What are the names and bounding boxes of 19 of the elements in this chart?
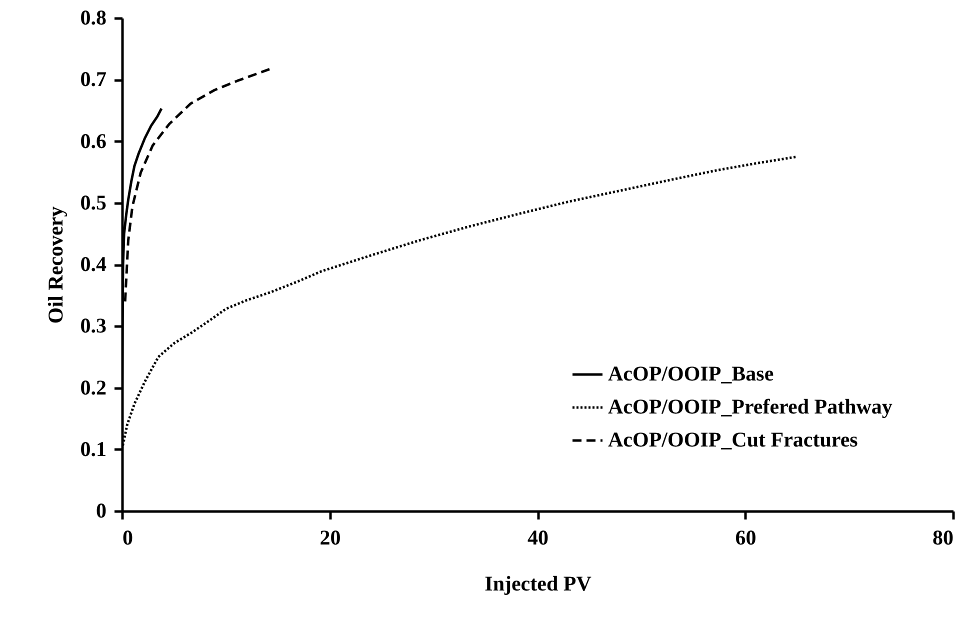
y-tick-label: 0 — [96, 498, 106, 522]
y-tick-label: 0.8 — [80, 6, 106, 30]
legend-label: AcOP/OOIP_Cut Fractures — [608, 428, 858, 452]
y-axis-title: Oil Recovery — [43, 206, 68, 324]
x-tick-label: 40 — [528, 526, 548, 550]
x-axis-title: Injected PV — [484, 572, 592, 596]
legend-label: AcOP/OOIP_Base — [608, 362, 774, 386]
x-tick-label: 60 — [735, 526, 756, 550]
x-tick-label: 80 — [932, 526, 954, 550]
x-tick-label: 20 — [320, 526, 341, 550]
y-tick-label: 0.4 — [80, 252, 107, 276]
y-tick-label: 0.2 — [80, 375, 106, 400]
y-tick-label: 0.5 — [80, 190, 106, 214]
legend-label: AcOP/OOIP_Prefered Pathway — [608, 394, 893, 418]
x-tick-label: 0 — [122, 526, 133, 550]
y-tick-label: 0.7 — [80, 67, 106, 92]
y-tick-label: 0.1 — [80, 436, 106, 461]
y-tick-label: 0.6 — [80, 128, 106, 153]
y-tick-label: 0.3 — [80, 314, 106, 338]
